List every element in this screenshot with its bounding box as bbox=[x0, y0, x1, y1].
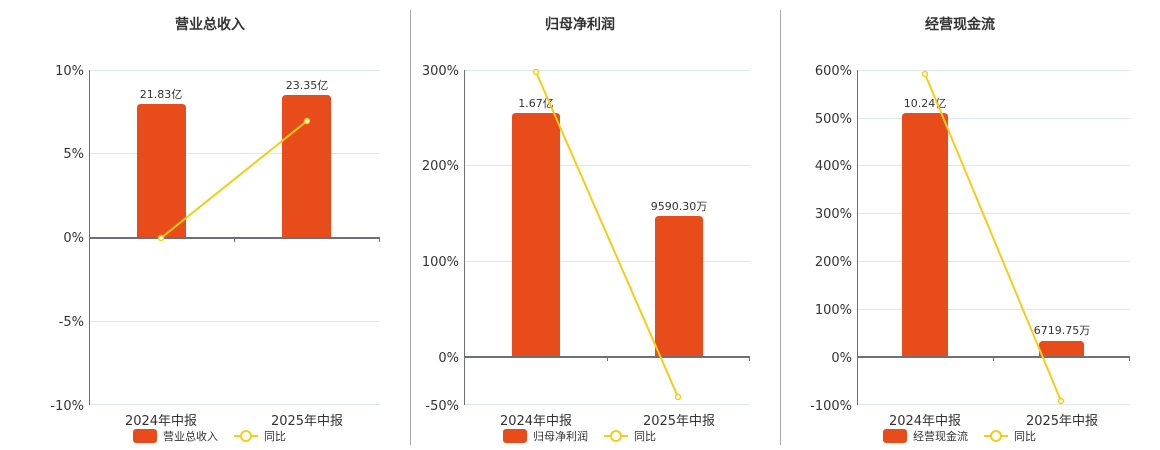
yoy-point[interactable] bbox=[303, 117, 311, 125]
chart-title: 归母净利润 bbox=[545, 16, 615, 33]
y-axis-ticks: 600% 500% 400% 300% 200% 100% 0% -100% bbox=[810, 64, 852, 414]
bar-2025[interactable] bbox=[655, 216, 703, 357]
svg-text:-5%: -5% bbox=[59, 315, 84, 330]
chart-net-profit: 归母净利润 300% 200% 100% 0% -50% 1.67亿 9590.… bbox=[422, 16, 750, 443]
grid-lines bbox=[464, 70, 750, 405]
bar-2024[interactable] bbox=[902, 113, 948, 357]
svg-text:同比: 同比 bbox=[634, 430, 656, 443]
svg-text:200%: 200% bbox=[422, 159, 459, 174]
y-axis-ticks: 10% 5% 0% -5% -10% bbox=[50, 64, 84, 414]
chart-title: 营业总收入 bbox=[175, 16, 245, 33]
y-axis-ticks: 300% 200% 100% 0% -50% bbox=[422, 64, 459, 414]
legend-line-icon bbox=[610, 430, 622, 442]
bar-value-label: 9590.30万 bbox=[651, 200, 708, 213]
bar-value-label: 21.83亿 bbox=[140, 88, 183, 101]
chart-net-profit-svg: 归母净利润 300% 200% 100% 0% -50% 1.67亿 9590.… bbox=[422, 16, 750, 443]
bar-2024[interactable] bbox=[137, 104, 186, 238]
legend-line-icon bbox=[990, 430, 1002, 442]
svg-text:600%: 600% bbox=[815, 64, 852, 79]
svg-text:400%: 400% bbox=[815, 159, 852, 174]
svg-text:0%: 0% bbox=[831, 351, 852, 366]
yoy-point[interactable] bbox=[674, 393, 682, 401]
bar-value-label: 23.35亿 bbox=[286, 79, 329, 92]
legend-line-icon bbox=[240, 430, 252, 442]
svg-text:-10%: -10% bbox=[50, 399, 84, 414]
x-label: 2025年中报 bbox=[1026, 414, 1098, 429]
yoy-point[interactable] bbox=[157, 234, 165, 242]
svg-text:300%: 300% bbox=[422, 64, 459, 79]
svg-text:营业总收入: 营业总收入 bbox=[163, 429, 218, 443]
x-label: 2024年中报 bbox=[889, 414, 961, 429]
svg-text:0%: 0% bbox=[63, 231, 84, 246]
svg-text:300%: 300% bbox=[815, 207, 852, 222]
svg-text:200%: 200% bbox=[815, 255, 852, 270]
bar-2025[interactable] bbox=[1039, 341, 1084, 357]
bar-2024[interactable] bbox=[512, 113, 560, 357]
yoy-line bbox=[535, 71, 679, 398]
x-label: 2025年中报 bbox=[643, 414, 715, 429]
legend-bar-swatch bbox=[133, 429, 157, 443]
svg-text:同比: 同比 bbox=[1014, 430, 1036, 443]
svg-text:同比: 同比 bbox=[264, 430, 286, 443]
chart-revenue: 营业总收入 10% 5% 0% -5% -10% 21.83亿 23.35亿 bbox=[0, 0, 410, 450]
svg-text:经营现金流: 经营现金流 bbox=[913, 429, 968, 443]
x-label: 2025年中报 bbox=[271, 414, 343, 429]
yoy-point[interactable] bbox=[1057, 397, 1065, 405]
bar-value-label: 6719.75万 bbox=[1034, 324, 1091, 337]
yoy-point[interactable] bbox=[921, 70, 929, 78]
bar-value-label: 1.67亿 bbox=[518, 97, 554, 110]
legend-bar-swatch bbox=[883, 429, 907, 443]
svg-text:0%: 0% bbox=[438, 351, 459, 366]
svg-text:-50%: -50% bbox=[425, 399, 459, 414]
svg-text:归母净利润: 归母净利润 bbox=[533, 429, 588, 443]
svg-text:-100%: -100% bbox=[810, 399, 852, 414]
x-label: 2024年中报 bbox=[500, 414, 572, 429]
svg-text:5%: 5% bbox=[63, 147, 84, 162]
yoy-point[interactable] bbox=[532, 68, 540, 76]
x-label: 2024年中报 bbox=[125, 414, 197, 429]
svg-text:100%: 100% bbox=[422, 255, 459, 270]
yoy-line bbox=[160, 120, 308, 239]
legend[interactable]: 经营现金流 同比 bbox=[883, 429, 1036, 443]
yoy-line bbox=[924, 73, 1062, 402]
panel-divider bbox=[780, 10, 781, 445]
panel-divider bbox=[410, 10, 411, 445]
svg-text:500%: 500% bbox=[815, 112, 852, 127]
legend[interactable]: 营业总收入 同比 bbox=[133, 429, 286, 443]
legend-bar-swatch bbox=[503, 429, 527, 443]
grid-lines bbox=[89, 70, 380, 405]
svg-text:10%: 10% bbox=[55, 64, 84, 79]
chart-title: 经营现金流 bbox=[925, 16, 995, 33]
chart-revenue-svg: 营业总收入 10% 5% 0% -5% -10% 21.83亿 23.35亿 bbox=[50, 16, 380, 443]
svg-text:100%: 100% bbox=[815, 303, 852, 318]
legend[interactable]: 归母净利润 同比 bbox=[503, 429, 656, 443]
